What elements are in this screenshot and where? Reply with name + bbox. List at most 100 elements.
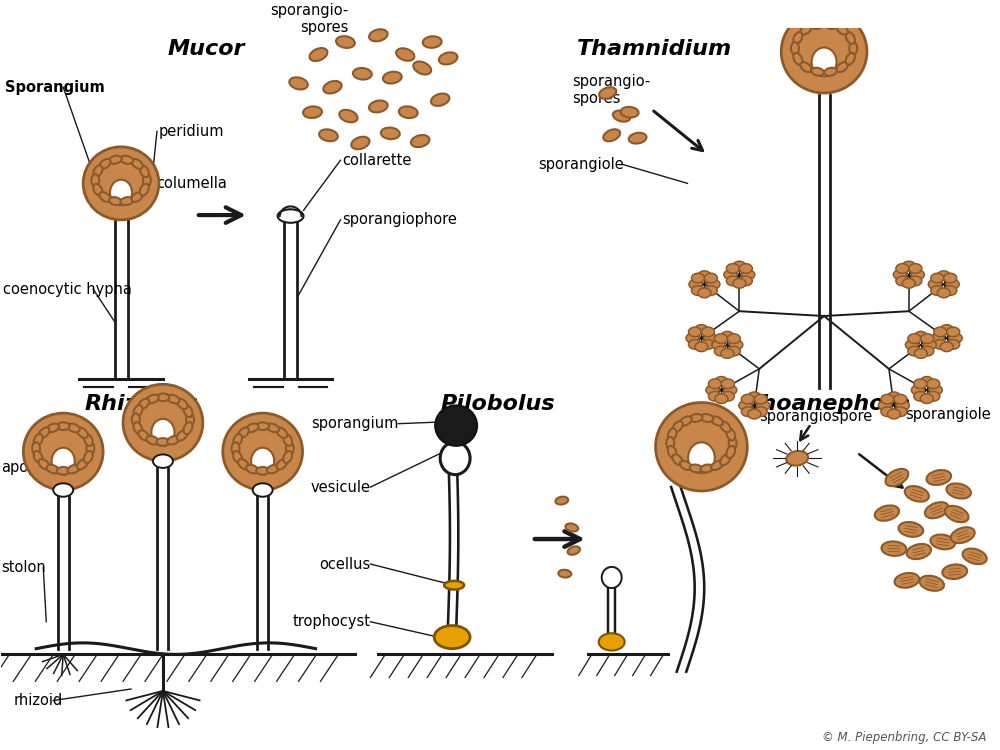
Ellipse shape — [57, 467, 70, 475]
Ellipse shape — [927, 392, 940, 401]
Ellipse shape — [931, 273, 944, 283]
Ellipse shape — [899, 522, 923, 537]
Circle shape — [123, 384, 203, 461]
Text: stolon: stolon — [1, 560, 46, 575]
Ellipse shape — [666, 437, 674, 449]
Ellipse shape — [32, 442, 40, 454]
Ellipse shape — [800, 62, 812, 72]
Ellipse shape — [700, 414, 713, 422]
Ellipse shape — [727, 334, 740, 344]
Ellipse shape — [77, 427, 88, 438]
Ellipse shape — [369, 29, 388, 41]
Ellipse shape — [34, 434, 43, 446]
Ellipse shape — [946, 280, 959, 289]
Ellipse shape — [686, 333, 699, 343]
Ellipse shape — [39, 427, 49, 438]
Ellipse shape — [568, 547, 580, 555]
Ellipse shape — [689, 280, 702, 289]
Ellipse shape — [233, 451, 242, 463]
Ellipse shape — [276, 459, 287, 470]
Ellipse shape — [613, 110, 630, 122]
Ellipse shape — [704, 273, 717, 283]
Ellipse shape — [887, 410, 900, 419]
Ellipse shape — [133, 405, 142, 417]
Ellipse shape — [310, 48, 327, 61]
Text: sporangio-
spores: sporangio- spores — [572, 74, 650, 106]
Ellipse shape — [926, 470, 951, 485]
Ellipse shape — [908, 334, 921, 344]
Ellipse shape — [695, 342, 708, 352]
Ellipse shape — [396, 48, 414, 61]
Ellipse shape — [720, 454, 731, 465]
Circle shape — [83, 147, 159, 220]
Ellipse shape — [381, 128, 400, 140]
Ellipse shape — [727, 346, 740, 356]
Ellipse shape — [791, 42, 799, 55]
Ellipse shape — [920, 576, 944, 591]
Ellipse shape — [902, 278, 915, 288]
Ellipse shape — [599, 633, 625, 650]
Ellipse shape — [253, 483, 273, 496]
Ellipse shape — [323, 81, 342, 94]
Ellipse shape — [156, 438, 169, 446]
Ellipse shape — [143, 174, 151, 187]
Ellipse shape — [167, 436, 179, 445]
Ellipse shape — [914, 379, 927, 388]
Ellipse shape — [680, 416, 692, 425]
Ellipse shape — [109, 197, 122, 205]
Ellipse shape — [99, 192, 111, 202]
Ellipse shape — [875, 506, 899, 520]
Ellipse shape — [701, 327, 714, 337]
Ellipse shape — [726, 428, 735, 440]
Ellipse shape — [786, 451, 808, 466]
Ellipse shape — [905, 340, 918, 350]
Ellipse shape — [153, 454, 173, 468]
Ellipse shape — [928, 280, 941, 289]
Ellipse shape — [947, 327, 960, 337]
Ellipse shape — [690, 464, 702, 472]
Ellipse shape — [680, 460, 692, 470]
Ellipse shape — [726, 264, 739, 273]
Ellipse shape — [399, 106, 418, 118]
Ellipse shape — [156, 394, 169, 401]
Text: columella: columella — [156, 176, 227, 190]
Ellipse shape — [742, 270, 755, 280]
Ellipse shape — [800, 25, 812, 34]
Ellipse shape — [565, 524, 578, 532]
Ellipse shape — [881, 406, 894, 416]
Ellipse shape — [824, 21, 837, 29]
Ellipse shape — [411, 135, 430, 147]
Ellipse shape — [256, 422, 269, 430]
Ellipse shape — [741, 406, 754, 416]
Ellipse shape — [99, 159, 111, 169]
Ellipse shape — [110, 180, 132, 206]
Ellipse shape — [714, 346, 727, 356]
Ellipse shape — [704, 286, 717, 296]
Ellipse shape — [724, 270, 737, 280]
Ellipse shape — [708, 392, 721, 401]
Ellipse shape — [140, 184, 149, 196]
Ellipse shape — [914, 392, 927, 401]
Ellipse shape — [267, 424, 279, 432]
Ellipse shape — [925, 503, 949, 518]
Text: ocellus: ocellus — [319, 556, 370, 572]
Ellipse shape — [267, 465, 279, 473]
Ellipse shape — [184, 422, 192, 434]
Ellipse shape — [921, 334, 934, 344]
Ellipse shape — [52, 448, 75, 475]
Ellipse shape — [251, 448, 274, 475]
Ellipse shape — [336, 36, 355, 48]
Ellipse shape — [893, 270, 906, 280]
Ellipse shape — [930, 535, 955, 549]
Ellipse shape — [672, 422, 683, 432]
Ellipse shape — [931, 286, 944, 296]
Ellipse shape — [701, 340, 714, 350]
Ellipse shape — [896, 400, 909, 410]
Ellipse shape — [413, 62, 431, 74]
Ellipse shape — [77, 459, 88, 470]
Ellipse shape — [256, 467, 269, 475]
Ellipse shape — [698, 271, 711, 280]
Ellipse shape — [283, 451, 292, 463]
Ellipse shape — [278, 209, 304, 223]
Text: sporangiospore: sporangiospore — [759, 410, 873, 424]
